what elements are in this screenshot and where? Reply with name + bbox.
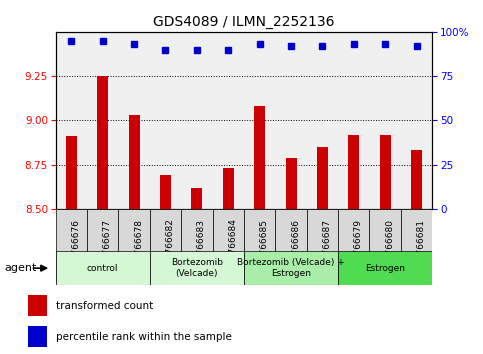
Bar <box>401 209 432 283</box>
Text: GSM766677: GSM766677 <box>103 218 112 274</box>
Bar <box>338 251 432 285</box>
Bar <box>56 209 87 283</box>
Text: transformed count: transformed count <box>56 301 153 310</box>
Bar <box>191 188 202 209</box>
Text: GSM766686: GSM766686 <box>291 218 300 274</box>
Text: GSM766684: GSM766684 <box>228 218 237 274</box>
Bar <box>223 168 234 209</box>
Bar <box>317 147 328 209</box>
Text: GSM766676: GSM766676 <box>71 218 80 274</box>
Bar <box>285 158 297 209</box>
Bar <box>97 76 108 209</box>
Text: agent: agent <box>5 263 37 273</box>
Bar <box>348 135 359 209</box>
Bar <box>28 295 47 316</box>
Text: GSM766682: GSM766682 <box>165 218 174 274</box>
Bar <box>369 209 401 283</box>
Bar <box>244 251 338 285</box>
Text: Estrogen: Estrogen <box>365 264 405 273</box>
Bar <box>275 209 307 283</box>
Bar <box>150 209 181 283</box>
Text: GSM766680: GSM766680 <box>385 218 394 274</box>
Text: GSM766687: GSM766687 <box>323 218 331 274</box>
Text: Bortezomib
(Velcade): Bortezomib (Velcade) <box>171 258 223 278</box>
Bar <box>128 115 140 209</box>
Bar <box>160 175 171 209</box>
Text: control: control <box>87 264 118 273</box>
Text: Bortezomib (Velcade) +
Estrogen: Bortezomib (Velcade) + Estrogen <box>237 258 345 278</box>
Text: GSM766681: GSM766681 <box>416 218 426 274</box>
Bar <box>181 209 213 283</box>
Bar <box>28 326 47 348</box>
Bar <box>254 106 265 209</box>
Text: GSM766678: GSM766678 <box>134 218 143 274</box>
Bar <box>244 209 275 283</box>
Bar <box>56 251 150 285</box>
Bar <box>150 251 244 285</box>
Bar <box>380 135 391 209</box>
Text: GSM766685: GSM766685 <box>260 218 269 274</box>
Title: GDS4089 / ILMN_2252136: GDS4089 / ILMN_2252136 <box>153 16 335 29</box>
Bar <box>66 136 77 209</box>
Text: GSM766679: GSM766679 <box>354 218 363 274</box>
Bar <box>118 209 150 283</box>
Bar <box>307 209 338 283</box>
Text: GSM766683: GSM766683 <box>197 218 206 274</box>
Bar <box>213 209 244 283</box>
Bar <box>87 209 118 283</box>
Text: percentile rank within the sample: percentile rank within the sample <box>56 332 232 342</box>
Bar <box>338 209 369 283</box>
Bar <box>411 150 422 209</box>
